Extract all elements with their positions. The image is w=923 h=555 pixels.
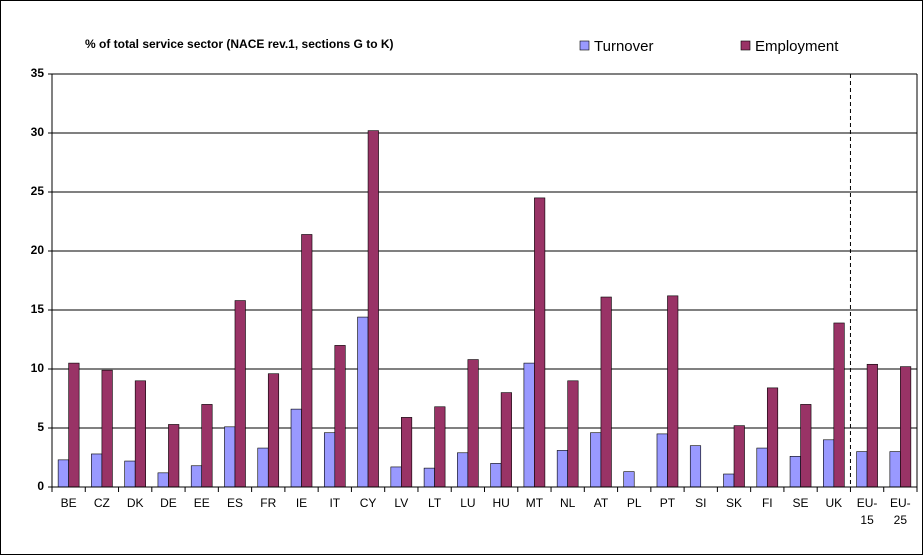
x-tick-label: EE xyxy=(193,496,210,510)
bar xyxy=(866,363,878,488)
y-tick-label: 10 xyxy=(31,361,45,375)
bar xyxy=(134,380,146,488)
legend-swatch xyxy=(740,40,751,51)
x-tick-label: IE xyxy=(295,496,308,510)
x-tick-label: UK xyxy=(825,496,843,510)
bar xyxy=(224,426,236,488)
bar xyxy=(257,447,269,488)
bar xyxy=(334,345,346,488)
bar xyxy=(534,197,546,488)
bar xyxy=(57,459,69,488)
y-tick-label: 5 xyxy=(37,420,44,434)
x-tick-label: PL xyxy=(626,496,642,510)
x-tick-label: DK xyxy=(126,496,144,510)
x-tick-label: EU-15 xyxy=(856,496,878,527)
bar xyxy=(457,452,469,488)
bar xyxy=(157,472,169,488)
bar xyxy=(823,439,835,488)
bar xyxy=(833,322,845,488)
bar xyxy=(733,425,745,488)
bar xyxy=(600,296,612,488)
bar xyxy=(667,295,679,488)
x-tick-label: FI xyxy=(761,496,773,510)
bar xyxy=(357,316,369,488)
bar xyxy=(168,424,180,488)
x-tick-label: AT xyxy=(593,496,609,510)
bar xyxy=(567,380,579,488)
x-tick-label: CZ xyxy=(93,496,110,510)
bar xyxy=(68,362,80,488)
x-tick-label: SI xyxy=(695,496,707,510)
x-tick-label: CY xyxy=(359,496,377,510)
chart-title: % of total service sector (NACE rev.1, s… xyxy=(85,37,394,51)
bar xyxy=(290,408,302,488)
x-tick-label: DE xyxy=(160,496,177,510)
bar xyxy=(889,451,901,488)
bar xyxy=(623,471,635,488)
bar xyxy=(689,445,702,488)
bar xyxy=(523,362,535,488)
bar xyxy=(789,456,801,488)
x-tick-label: HU xyxy=(492,496,510,510)
bar xyxy=(367,130,379,488)
legend-label: Turnover xyxy=(594,38,653,55)
bar xyxy=(723,473,735,488)
x-tick-label: ES xyxy=(226,496,243,510)
legend-label: Employment xyxy=(755,38,839,55)
x-tick-label: LV xyxy=(394,496,409,510)
bar xyxy=(234,300,246,488)
bar xyxy=(101,369,113,488)
x-tick-label: IT xyxy=(329,496,341,510)
x-tick-label: NL xyxy=(560,496,576,510)
x-tick-label: BE xyxy=(60,496,77,510)
bar xyxy=(267,373,280,488)
bar xyxy=(201,404,213,488)
x-tick-label: LT xyxy=(428,496,442,510)
x-tick-label: MT xyxy=(525,496,544,510)
bar xyxy=(323,432,336,488)
bar xyxy=(423,467,435,488)
x-tick-label: LU xyxy=(460,496,476,510)
x-tick-label: SE xyxy=(792,496,809,510)
y-tick-label: 30 xyxy=(31,125,45,139)
bar xyxy=(656,433,668,488)
y-tick-label: 35 xyxy=(31,66,45,80)
x-tick-label: PT xyxy=(659,496,676,510)
x-tick-label: EU-25 xyxy=(890,496,911,527)
bar xyxy=(800,404,812,488)
bar xyxy=(190,465,203,488)
x-tick-label: SK xyxy=(726,496,743,510)
bar xyxy=(590,432,602,488)
y-tick-label: 20 xyxy=(31,243,45,257)
bar xyxy=(401,417,413,488)
bar xyxy=(756,447,768,488)
bar xyxy=(124,460,136,488)
bar xyxy=(467,359,479,488)
bar xyxy=(900,366,912,488)
bar xyxy=(556,450,568,488)
bar xyxy=(434,406,446,488)
bar xyxy=(856,451,868,488)
bar xyxy=(766,387,779,488)
bar xyxy=(91,453,103,488)
y-tick-label: 15 xyxy=(31,302,45,316)
bar xyxy=(390,466,402,488)
y-tick-label: 25 xyxy=(31,184,45,198)
bar xyxy=(500,392,512,488)
bar xyxy=(301,234,313,488)
y-tick-label: 0 xyxy=(37,479,44,493)
x-tick-label: FR xyxy=(260,496,277,510)
bar xyxy=(490,463,502,488)
legend-swatch xyxy=(579,40,590,51)
